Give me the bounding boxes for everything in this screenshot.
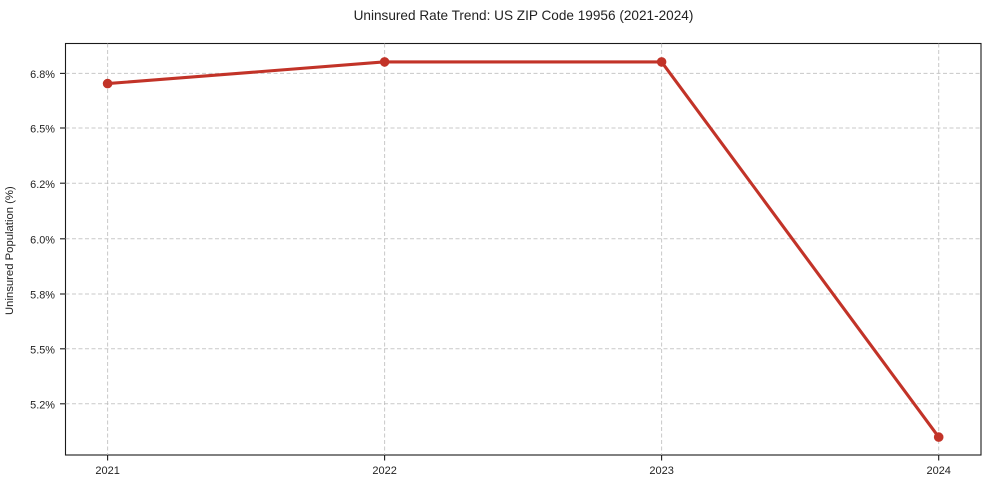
svg-text:6.0%: 6.0% [30, 234, 55, 246]
svg-text:5.5%: 5.5% [30, 344, 55, 356]
svg-text:2021: 2021 [95, 465, 119, 477]
svg-text:2023: 2023 [649, 465, 673, 477]
svg-text:2022: 2022 [372, 465, 396, 477]
svg-text:2024: 2024 [926, 465, 950, 477]
svg-text:6.2%: 6.2% [30, 179, 55, 191]
svg-text:5.8%: 5.8% [30, 290, 55, 302]
svg-text:6.8%: 6.8% [30, 69, 55, 81]
svg-text:5.2%: 5.2% [30, 399, 55, 411]
svg-text:6.5%: 6.5% [30, 124, 55, 136]
